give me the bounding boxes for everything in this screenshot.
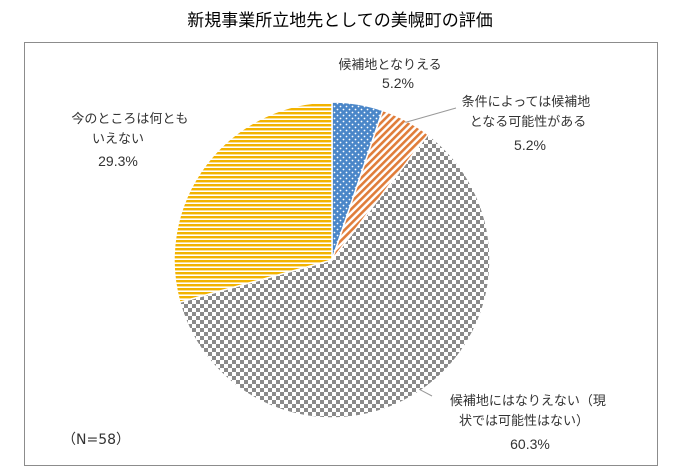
slice-not-candidate bbox=[178, 133, 491, 419]
slice-value-not-candidate: 60.3% bbox=[510, 436, 550, 452]
slice-value-undecided: 29.3% bbox=[98, 153, 138, 169]
slice-label-undecided: 今のところは何とも いえない bbox=[71, 111, 192, 147]
slice-label-not-candidate: 候補地にはなりえない（現 状では可能性はない） bbox=[450, 394, 610, 429]
leader-line bbox=[419, 388, 433, 397]
pie-slices bbox=[173, 101, 491, 419]
chart-title: 新規事業所立地先としての美幌町の評価 bbox=[187, 11, 493, 31]
leader-line bbox=[405, 107, 457, 123]
leader-lines bbox=[405, 107, 457, 397]
slice-label-conditional: 条件によっては候補地 となる可能性がある bbox=[462, 94, 595, 130]
slice-label-candidate: 候補地となりえる bbox=[338, 58, 441, 73]
slice-undecided bbox=[173, 101, 333, 304]
slice-value-candidate: 5.2% bbox=[382, 75, 414, 91]
sample-size-note: （N=58） bbox=[62, 432, 130, 448]
slice-value-conditional: 5.2% bbox=[514, 137, 546, 153]
